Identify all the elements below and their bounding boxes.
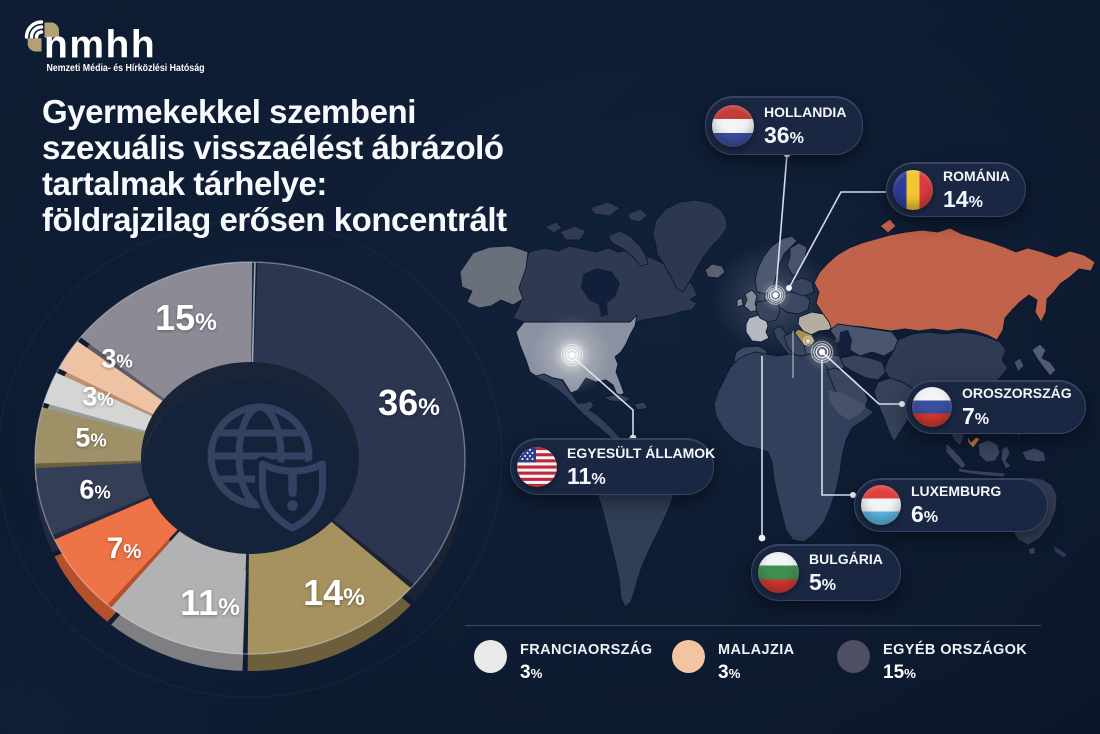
svg-text:Nemzeti Média- és Hírközlési H: Nemzeti Média- és Hírközlési Hatóság [47, 63, 205, 74]
svg-text:nmhh: nmhh [44, 24, 156, 67]
